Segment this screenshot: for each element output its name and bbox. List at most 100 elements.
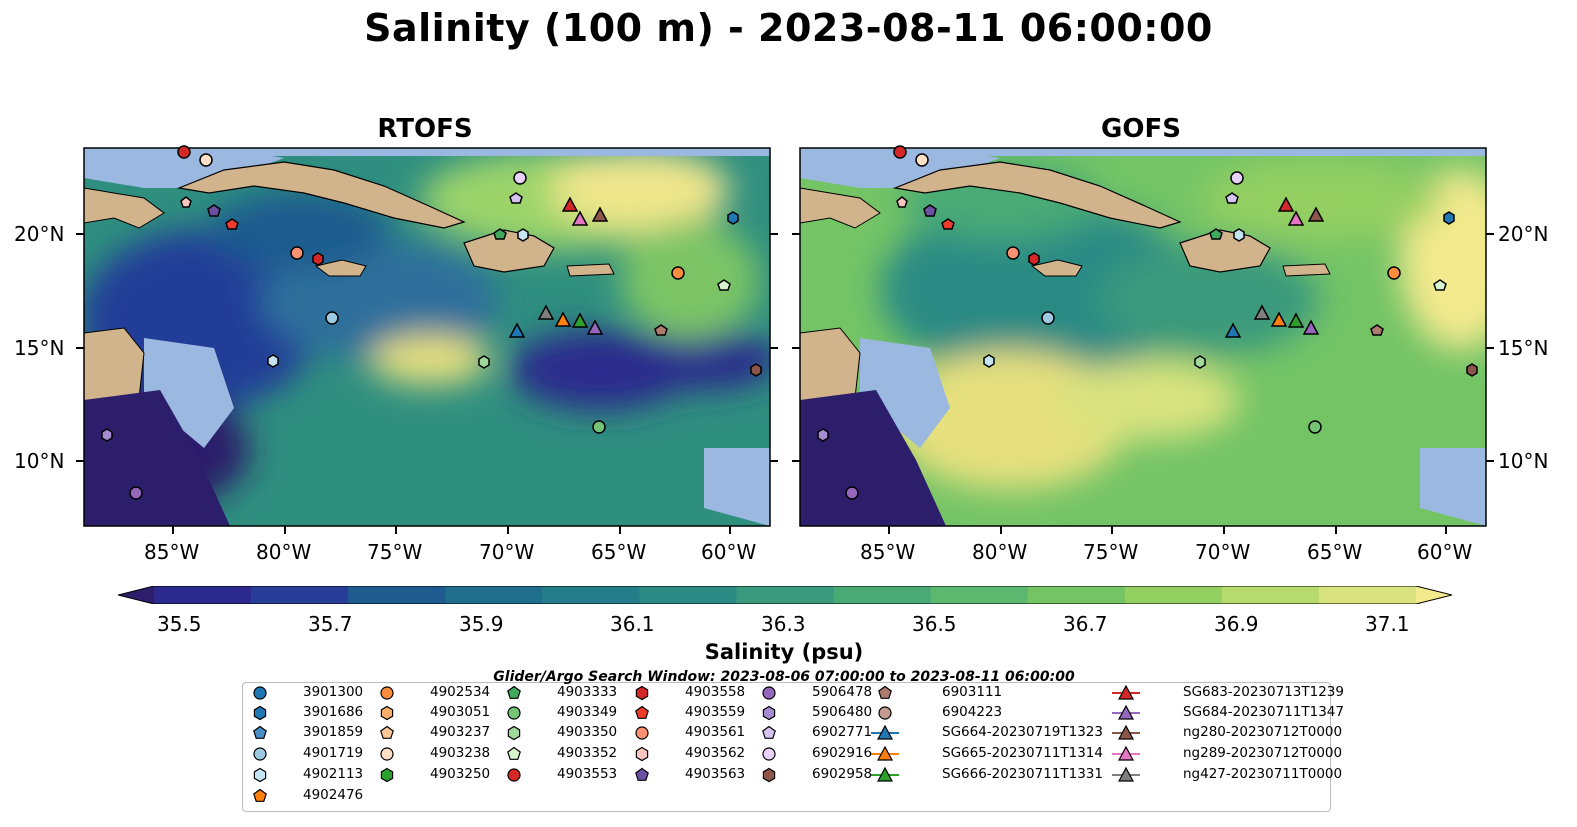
legend-label: 3901686: [303, 704, 364, 720]
legend-label: 3901859: [303, 724, 364, 740]
legend-marker: [878, 685, 892, 699]
lon-label-80w-right: 80°W: [972, 540, 1028, 564]
legend-label: 4901719: [303, 745, 364, 761]
legend-marker: [253, 705, 267, 721]
legend-marker: [1117, 684, 1135, 700]
legend-label: 6902958: [812, 766, 873, 782]
legend-marker: [507, 685, 521, 699]
legend-markers: [253, 684, 1140, 802]
lon-label-85w-left: 85°W: [144, 540, 200, 564]
colorbar-tick-label: 35.9: [459, 612, 504, 636]
map-panels: [76, 145, 1494, 534]
legend-label: 4903238: [430, 745, 491, 761]
colorbar-tick-label: 37.1: [1365, 612, 1410, 636]
legend-marker: [762, 725, 776, 739]
legend-marker: [253, 686, 267, 700]
legend-marker: [1117, 745, 1135, 761]
legend-marker: [380, 747, 394, 761]
axis-ticks: [76, 233, 1494, 534]
colorbar-segment: [639, 586, 738, 604]
colorbar-extend-low: [118, 586, 154, 604]
legend-label: 4902534: [430, 684, 491, 700]
lon-label-70w-right: 70°W: [1195, 540, 1251, 564]
search-window-text: Glider/Argo Search Window: 2023-08-06 07…: [493, 669, 1075, 685]
legend-label: 6903111: [942, 684, 1003, 700]
legend-label: 4903237: [430, 724, 491, 740]
legend-marker: [876, 724, 894, 740]
legend-label: 4903352: [557, 745, 618, 761]
legend-marker: [635, 726, 649, 740]
gofs-map: [799, 147, 1487, 527]
lon-label-80w-left: 80°W: [256, 540, 312, 564]
legend-marker: [1117, 704, 1135, 720]
legend-label: 6902916: [812, 745, 873, 761]
legend-marker: [380, 705, 394, 721]
colorbar-segment: [1318, 586, 1417, 604]
legend-marker: [507, 725, 521, 741]
gofs-panel-title: GOFS: [1101, 114, 1181, 144]
legend-label: 4903250: [430, 766, 491, 782]
colorbar-segment: [1221, 586, 1320, 604]
colorbar-tick-label: 36.1: [610, 612, 655, 636]
legend-marker: [253, 788, 267, 802]
legend-label: 6902771: [812, 724, 873, 740]
legend-label: SG664-20230719T1323: [942, 724, 1103, 740]
legend-marker: [380, 767, 394, 783]
lat-label-10n-left: 10°N: [14, 449, 65, 473]
colorbar-segment: [736, 586, 835, 604]
legend-label: 4903561: [685, 724, 746, 740]
legend-marker: [253, 747, 267, 761]
legend-marker: [507, 746, 521, 760]
legend-marker: [1117, 724, 1135, 740]
legend-label: SG666-20230711T1331: [942, 766, 1103, 782]
legend-label: 3901300: [303, 684, 364, 700]
colorbar-segment: [251, 586, 349, 604]
legend-label: SG684-20230711T1347: [1183, 704, 1344, 720]
legend-label: 4902476: [303, 787, 364, 803]
colorbar-label: Salinity (psu): [704, 640, 864, 664]
legend-label: 4903559: [685, 704, 746, 720]
legend-marker: [876, 745, 894, 761]
lat-label-15n-right: 15°N: [1498, 336, 1549, 360]
colorbar-segment: [1124, 586, 1223, 604]
lon-label-75w-left: 75°W: [367, 540, 423, 564]
colorbar-tick-label: 36.3: [761, 612, 806, 636]
legend-label: 5906480: [812, 704, 873, 720]
lat-label-20n-right: 20°N: [1498, 222, 1549, 246]
figure-title: Salinity (100 m) - 2023-08-11 06:00:00: [364, 6, 1213, 50]
legend-marker: [380, 686, 394, 700]
legend-label: SG683-20230713T1239: [1183, 684, 1344, 700]
legend-label: 4903563: [685, 766, 746, 782]
legend-label: ng280-20230712T0000: [1183, 724, 1343, 740]
legend-label: 4903553: [557, 766, 618, 782]
legend-marker: [1117, 766, 1135, 782]
legend-label: ng427-20230711T0000: [1183, 766, 1343, 782]
rtofs-map: [83, 147, 771, 527]
legend-marker: [635, 767, 649, 781]
legend-label: 4903562: [685, 745, 746, 761]
colorbar-tick-label: 35.5: [157, 612, 202, 636]
colorbar-tick-label: 36.7: [1063, 612, 1108, 636]
legend-label: 4903333: [557, 684, 618, 700]
legend-label: 4903349: [557, 704, 618, 720]
colorbar-tick-label: 35.7: [308, 612, 353, 636]
legend: [242, 682, 1331, 812]
lon-label-75w-right: 75°W: [1083, 540, 1139, 564]
lat-label-20n-left: 20°N: [14, 222, 65, 246]
legend-marker: [380, 725, 394, 739]
legend-marker: [635, 685, 649, 701]
rtofs-markers: [101, 145, 762, 500]
colorbar-segment: [833, 586, 932, 604]
colorbar-segment: [1027, 586, 1126, 604]
legend-label: 4902113: [303, 766, 364, 782]
legend-marker: [762, 686, 776, 700]
rtofs-panel-title: RTOFS: [377, 114, 473, 144]
legend-label: 4903051: [430, 704, 491, 720]
lat-label-15n-left: 15°N: [14, 336, 65, 360]
legend-marker: [762, 747, 776, 761]
lon-label-70w-left: 70°W: [479, 540, 535, 564]
legend-marker: [635, 705, 649, 719]
salinity-colorbar: [118, 586, 1452, 604]
legend-label: 4903558: [685, 684, 746, 700]
legend-label: SG665-20230711T1314: [942, 745, 1103, 761]
